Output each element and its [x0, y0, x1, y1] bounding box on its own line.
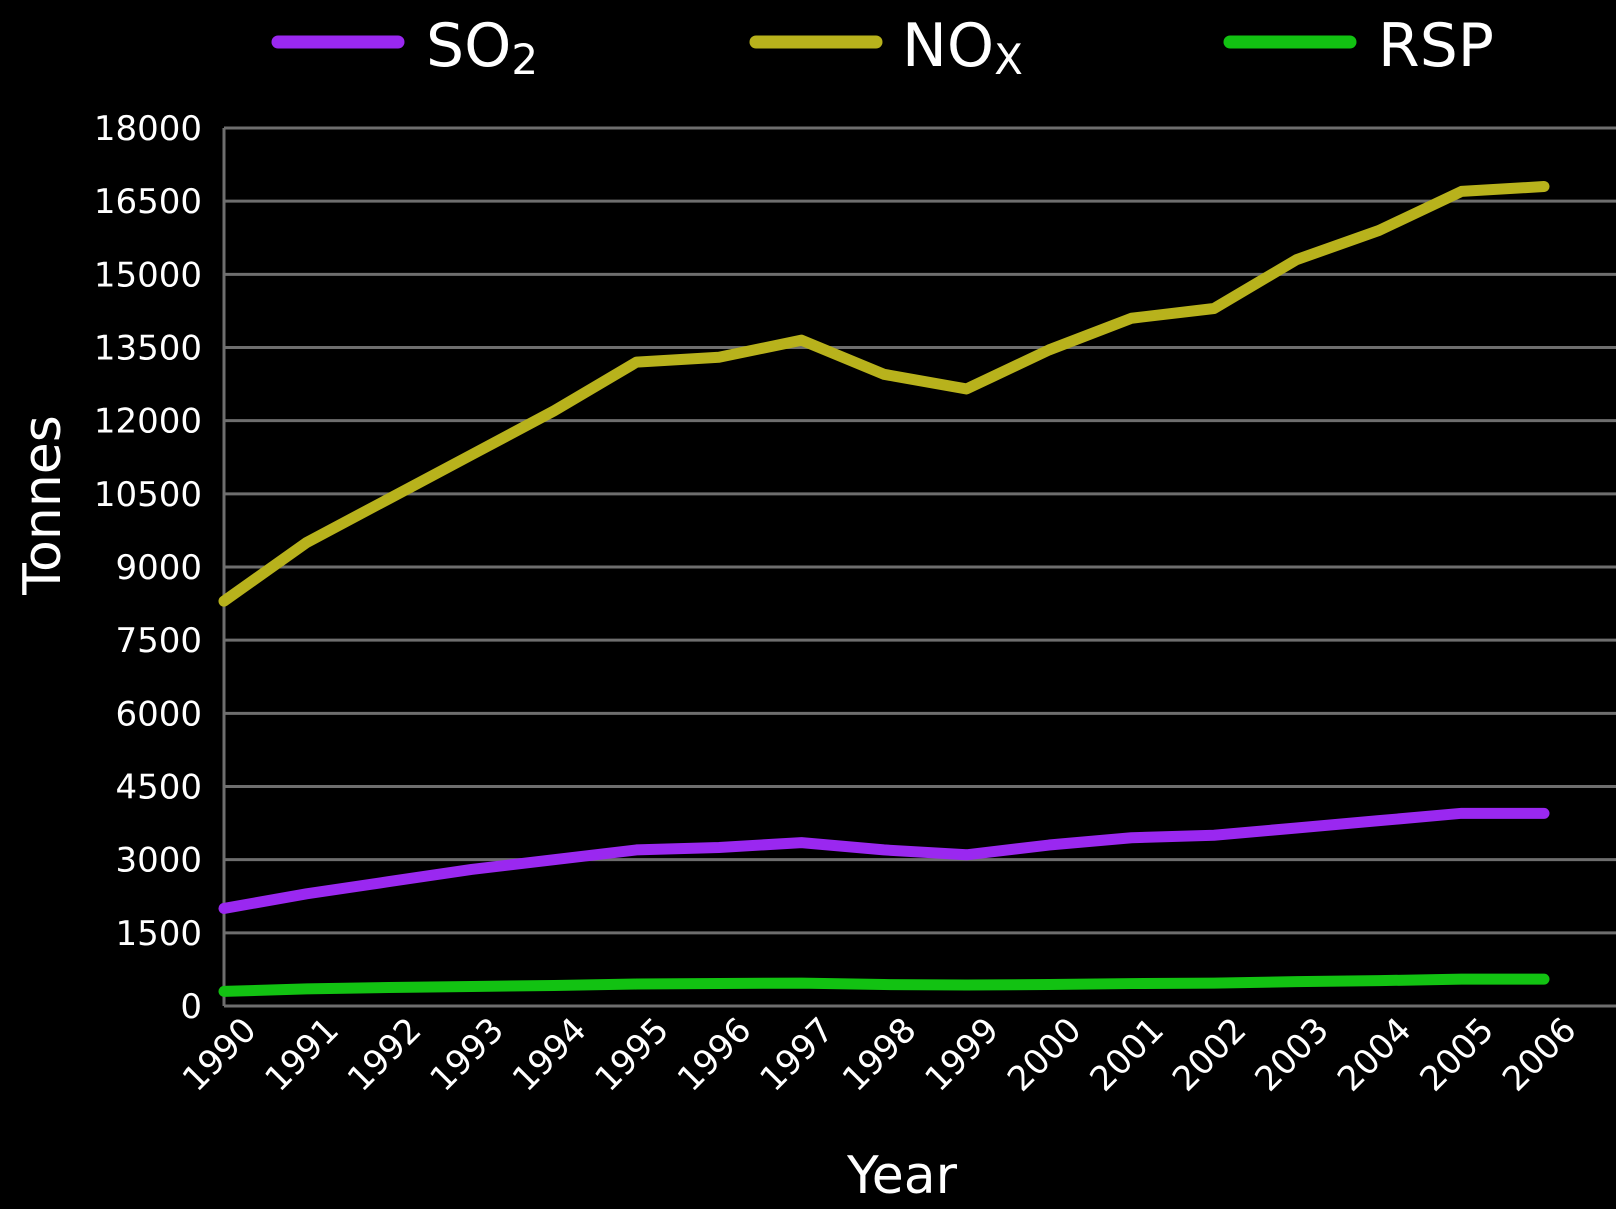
- x-tick-label: 2006: [1495, 1010, 1584, 1099]
- x-tick-label: 1996: [670, 1010, 759, 1099]
- grid-lines: [224, 126, 1616, 1008]
- x-tick-label: 2001: [1082, 1010, 1171, 1099]
- x-tick-label: 1992: [340, 1010, 429, 1099]
- y-tick-label: 0: [180, 987, 202, 1027]
- x-tick-label: 1994: [505, 1010, 594, 1099]
- y-tick-labels: 0 1500 3000 4500 6000 7500 9000 10500 12000 13500…: [94, 109, 202, 1027]
- x-tick-label: 1991: [257, 1010, 346, 1099]
- x-tick-label: 1995: [587, 1010, 676, 1099]
- legend-label-nox: NOX: [902, 11, 1023, 84]
- y-tick-label: 13500: [94, 329, 202, 369]
- y-tick-label: 18000: [94, 109, 202, 149]
- legend-label-rsp: RSP: [1378, 11, 1494, 81]
- x-tick-label: 1993: [422, 1010, 511, 1099]
- series-line-so2: [218, 807, 1550, 914]
- series-line-rsp: [218, 973, 1550, 997]
- y-tick-label: 1500: [115, 914, 202, 954]
- series-line-nox: [218, 181, 1550, 607]
- legend: SO2 NOX RSP: [271, 11, 1494, 84]
- y-tick-label: 4500: [115, 768, 202, 808]
- y-tick-label: 7500: [115, 621, 202, 661]
- y-tick-label: 9000: [115, 548, 202, 588]
- x-tick-label: 2003: [1247, 1010, 1336, 1099]
- y-tick-label: 15000: [94, 255, 202, 295]
- x-tick-label: 2000: [1000, 1010, 1089, 1099]
- legend-label-so2: SO2: [426, 11, 538, 84]
- y-axis-title: Tonnes: [13, 415, 73, 596]
- x-tick-label: 1997: [752, 1010, 841, 1099]
- y-tick-label: 3000: [115, 841, 202, 881]
- axes: [222, 128, 1616, 1008]
- x-tick-labels: 1990199119921993199419951996199719981999…: [175, 1010, 1584, 1099]
- x-tick-label: 2005: [1412, 1010, 1501, 1099]
- y-tick-label: 12000: [94, 402, 202, 442]
- x-tick-label: 2002: [1165, 1010, 1254, 1099]
- x-axis-title: Year: [846, 1146, 958, 1205]
- y-tick-label: 6000: [115, 694, 202, 734]
- y-tick-label: 10500: [94, 475, 202, 515]
- x-tick-label: 2004: [1330, 1010, 1419, 1099]
- series-lines: [218, 181, 1550, 997]
- x-tick-label: 1998: [835, 1010, 924, 1099]
- x-tick-label: 1999: [917, 1010, 1006, 1099]
- y-tick-label: 16500: [94, 182, 202, 222]
